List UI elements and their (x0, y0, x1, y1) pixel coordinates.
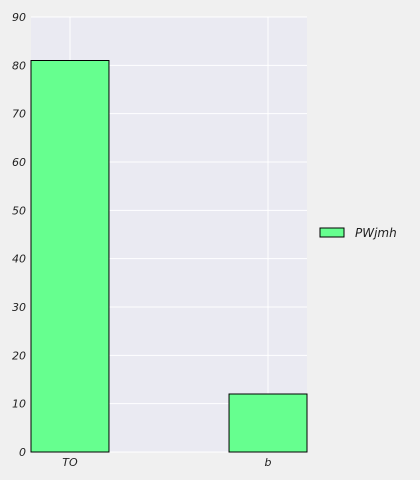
legend: PWjmh (319, 226, 397, 240)
y-tick-label: 50 (12, 204, 26, 217)
bars (30, 60, 308, 453)
y-tick-label: 40 (12, 253, 26, 266)
y-tick-label: 80 (12, 59, 26, 72)
bar-TO (30, 60, 110, 453)
y-axis-ticks: 0 10 20 30 40 50 60 70 80 90 (12, 11, 26, 459)
y-tick-label: 70 (12, 108, 26, 121)
y-tick-label: 60 (12, 156, 26, 169)
legend-label: PWjmh (355, 226, 397, 240)
y-tick-label: 20 (12, 349, 26, 362)
x-tick-label: b (265, 456, 272, 469)
y-tick-label: 0 (19, 446, 26, 459)
y-tick-label: 90 (12, 11, 26, 24)
bar-b (228, 393, 308, 453)
y-tick-label: 10 (12, 398, 26, 411)
y-tick-label: 30 (12, 301, 26, 314)
x-axis-ticks: TO b (62, 456, 271, 469)
x-tick-label: TO (62, 456, 78, 469)
legend-swatch (319, 227, 345, 238)
